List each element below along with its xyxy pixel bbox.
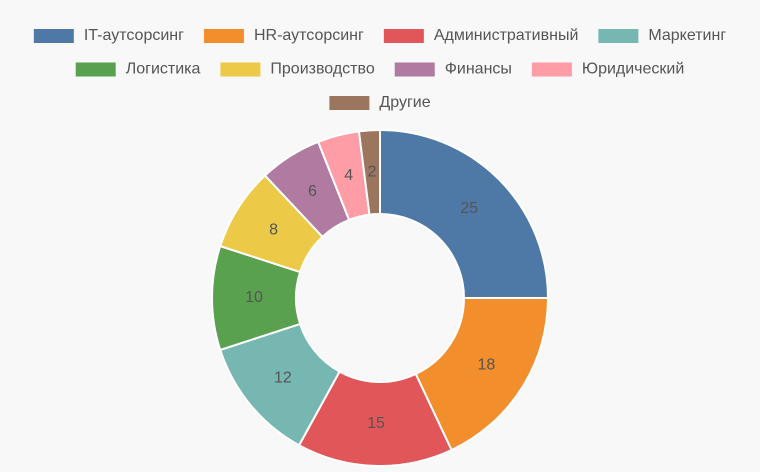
data-label: 15	[367, 415, 385, 432]
legend-label: IT-аутсорсинг	[84, 27, 184, 44]
legend-label: Маркетинг	[648, 27, 726, 44]
legend-item: Административный	[383, 27, 579, 44]
donut-segment	[414, 297, 550, 452]
legend-label: Логистика	[126, 61, 201, 78]
legend-label: Финансы	[445, 61, 512, 78]
legend-swatch	[598, 29, 639, 43]
data-label: 10	[245, 289, 263, 306]
legend-item: Логистика	[75, 61, 201, 78]
legend-item: Производство	[220, 61, 375, 78]
legend-swatch	[383, 29, 424, 43]
legend-label: Производство	[270, 61, 374, 78]
data-label: 8	[269, 222, 278, 239]
legend-item: Маркетинг	[598, 27, 726, 44]
data-label: 12	[274, 370, 292, 387]
legend-label: Административный	[434, 27, 579, 44]
donut-segment	[357, 128, 381, 216]
legend-item: Финансы	[394, 61, 512, 78]
data-label: 4	[344, 167, 353, 184]
legend-swatch	[531, 62, 572, 77]
legend-item: IT-аутсорсинг	[33, 27, 184, 44]
data-label: 2	[368, 163, 377, 180]
legend-swatch	[203, 29, 244, 43]
legend-swatch	[394, 62, 435, 77]
legend-label: HR-аутсорсинг	[254, 27, 364, 44]
legend-item: Юридический	[531, 61, 684, 78]
legend-label: Юридический	[582, 61, 684, 78]
legend-label: Другие	[379, 94, 430, 111]
donut-segment	[379, 128, 550, 299]
legend-swatch	[33, 29, 74, 43]
data-label: 18	[477, 357, 495, 374]
data-label: 6	[308, 183, 317, 200]
legend-swatch	[329, 96, 370, 110]
legend-item: HR-аутсорсинг	[203, 27, 364, 44]
legend-swatch	[75, 62, 116, 77]
legend-swatch	[220, 62, 261, 77]
legend-item: Другие	[329, 94, 431, 111]
data-label: 25	[460, 200, 478, 217]
